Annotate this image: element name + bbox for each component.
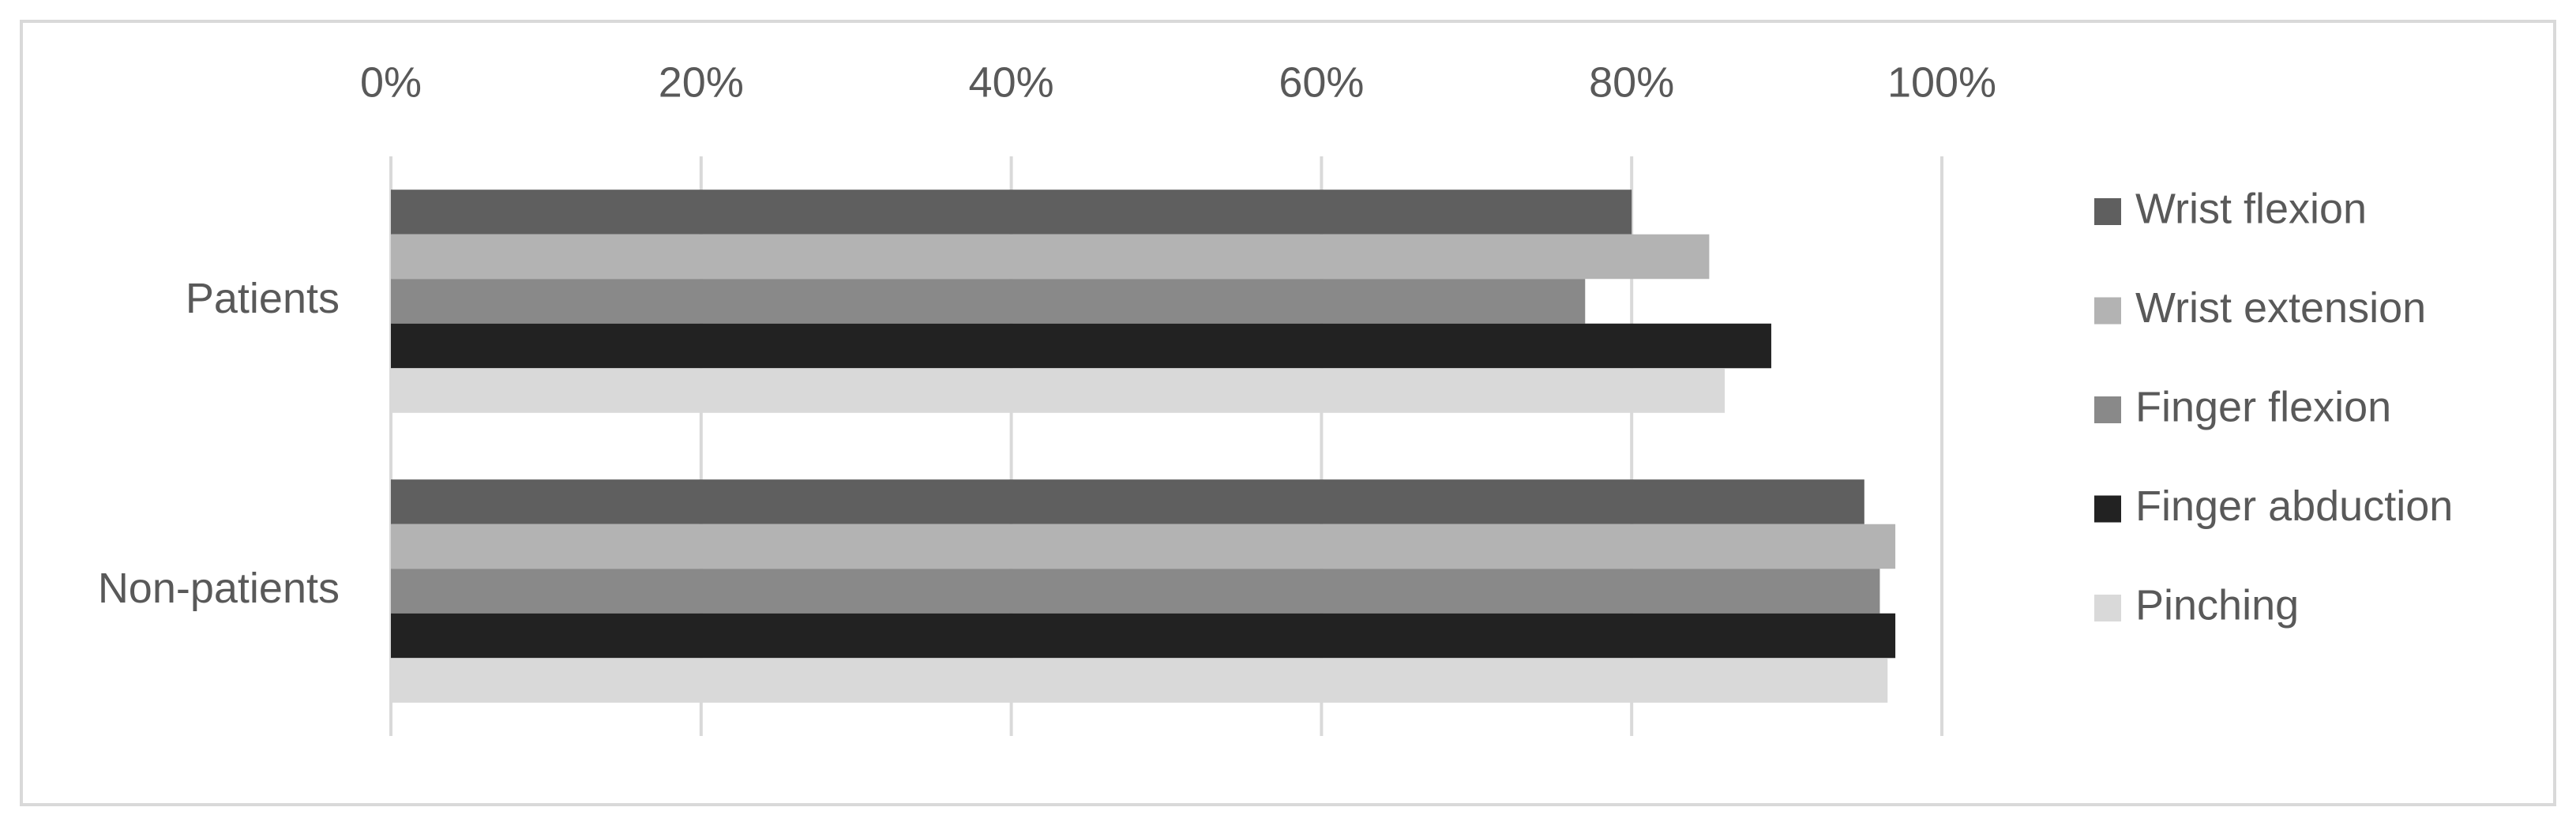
legend-label: Wrist extension	[2135, 284, 2426, 332]
y-tick-label: Non-patients	[98, 565, 340, 612]
legend-swatch	[2094, 396, 2121, 423]
legend-swatch	[2094, 495, 2121, 523]
bar	[391, 613, 1896, 659]
x-tick-label: 0%	[360, 58, 422, 106]
legend-swatch	[2094, 297, 2121, 325]
bar	[391, 368, 1725, 413]
bar	[391, 569, 1880, 614]
legend-label: Wrist flexion	[2135, 185, 2367, 232]
legend-swatch	[2094, 595, 2121, 621]
x-tick-label: 60%	[1279, 58, 1364, 106]
legend-swatch	[2094, 198, 2121, 225]
y-tick-label: Patients	[186, 275, 340, 322]
bar	[391, 479, 1864, 524]
x-tick-label: 40%	[969, 58, 1054, 106]
legend-label: Pinching	[2135, 581, 2299, 629]
legend-label: Finger abduction	[2135, 482, 2453, 530]
bar	[391, 524, 1896, 569]
bar	[391, 234, 1710, 280]
x-tick-label: 80%	[1589, 58, 1674, 106]
x-tick-label: 100%	[1887, 58, 1996, 106]
x-tick-label: 20%	[659, 58, 744, 106]
bar	[391, 658, 1888, 703]
bar	[391, 323, 1771, 369]
legend-label: Finger flexion	[2135, 383, 2391, 430]
bar	[391, 190, 1632, 235]
bar	[391, 279, 1586, 324]
